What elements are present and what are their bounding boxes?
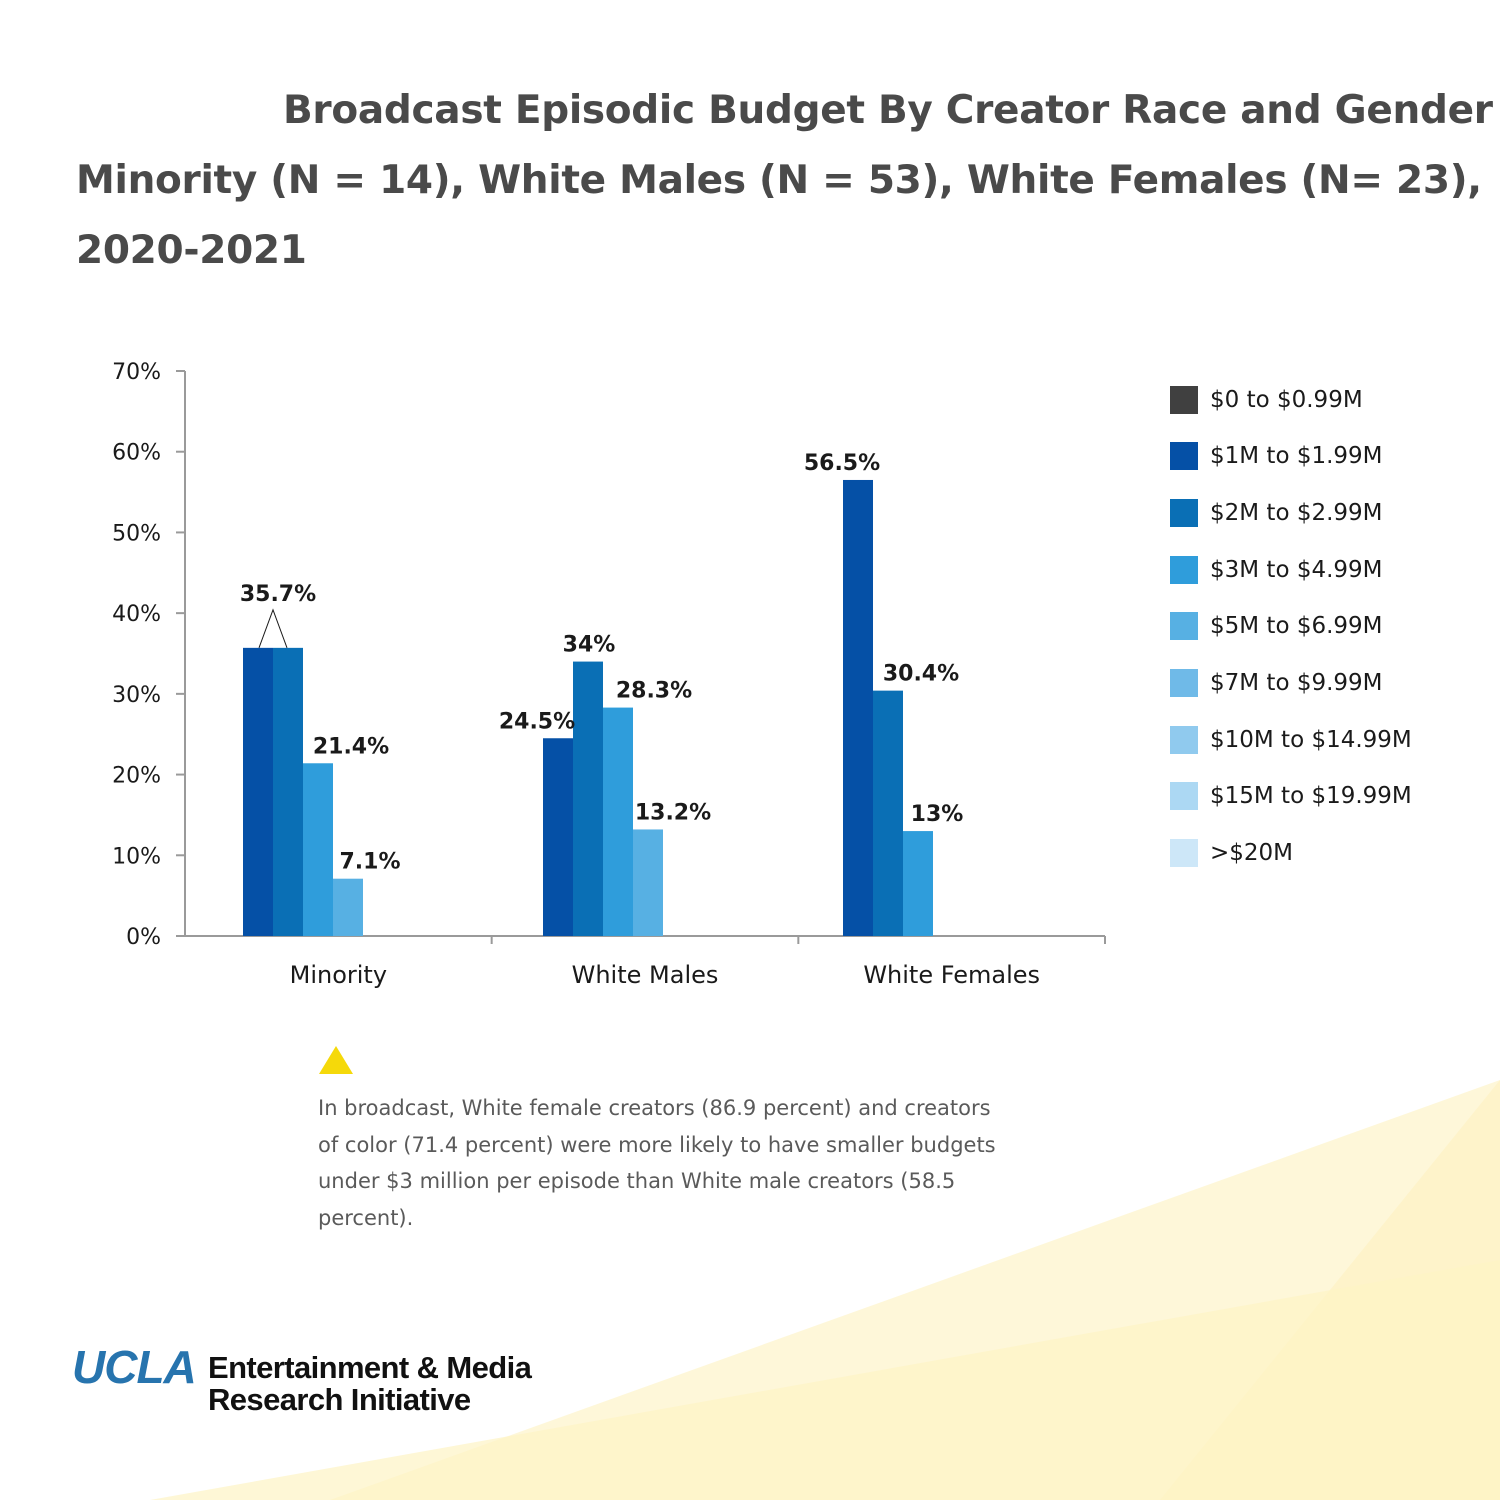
bar xyxy=(873,690,903,936)
bar xyxy=(573,661,603,936)
legend-label: $10M to $14.99M xyxy=(1210,726,1412,753)
y-tick-label: 60% xyxy=(112,441,161,466)
legend-label: $2M to $2.99M xyxy=(1210,499,1383,526)
y-tick-label: 70% xyxy=(112,360,161,385)
legend-item: $0 to $0.99M xyxy=(1170,385,1412,414)
legend-item: $3M to $4.99M xyxy=(1170,555,1412,584)
legend-swatch xyxy=(1170,498,1198,527)
data-label-leader xyxy=(258,608,288,649)
legend-item: >$20M xyxy=(1170,839,1412,868)
bar xyxy=(543,738,573,936)
bar-chart: 0% 10% 20% 30% 40% 50% 60% 70% Minority White Mal… xyxy=(112,360,1106,989)
y-tick-label: 10% xyxy=(112,844,161,869)
chart-title-line-2: Minority (N = 14), White Males (N = 53),… xyxy=(76,158,1482,203)
legend-swatch xyxy=(1170,725,1198,754)
triangle-icon xyxy=(319,1046,353,1074)
data-label: 30.4% xyxy=(883,662,959,687)
legend-label: $1M to $1.99M xyxy=(1210,443,1383,470)
data-label: 34% xyxy=(563,633,616,658)
bar xyxy=(303,763,333,936)
bar xyxy=(843,479,873,936)
logo-mark: UCLA xyxy=(72,1341,197,1393)
bar xyxy=(603,707,633,936)
legend-label: $7M to $9.99M xyxy=(1210,669,1383,696)
chart-legend: $0 to $0.99M $1M to $1.99M $2M to $2.99M $3… xyxy=(1170,385,1412,895)
legend-item: $2M to $2.99M xyxy=(1170,498,1412,527)
data-label: 13% xyxy=(911,802,964,827)
legend-item: $1M to $1.99M xyxy=(1170,442,1412,471)
chart-title-line-1: Broadcast Episodic Budget By Creator Rac… xyxy=(283,88,1493,133)
chart-note: In broadcast, White female creators (86.… xyxy=(318,1096,996,1230)
logo-text-line-1: Entertainment & Media xyxy=(208,1350,532,1385)
bar xyxy=(243,647,273,936)
legend-swatch xyxy=(1170,442,1198,471)
data-label: 21.4% xyxy=(313,734,389,759)
legend-item: $7M to $9.99M xyxy=(1170,668,1412,697)
y-tick-label: 0% xyxy=(126,925,161,950)
legend-label: >$20M xyxy=(1210,840,1294,866)
bar xyxy=(273,647,303,936)
legend-swatch xyxy=(1170,839,1198,867)
legend-swatch xyxy=(1170,612,1198,641)
legend-label: $5M to $6.99M xyxy=(1210,613,1383,640)
x-tick-label: White Females xyxy=(863,961,1040,989)
chart-title-line-3: 2020-2021 xyxy=(76,228,307,273)
y-tick-label: 20% xyxy=(112,764,161,789)
bar xyxy=(633,829,663,936)
y-tick-label: 30% xyxy=(112,683,161,708)
bg-shape-bottom xyxy=(150,1260,1500,1500)
bar xyxy=(903,831,933,936)
x-tick-label: White Males xyxy=(572,961,719,989)
legend-swatch xyxy=(1170,555,1198,584)
legend-item: $10M to $14.99M xyxy=(1170,725,1412,754)
legend-swatch xyxy=(1170,668,1198,697)
legend-label: $15M to $19.99M xyxy=(1210,783,1412,810)
data-label: 35.7% xyxy=(240,582,316,607)
legend-label: $0 to $0.99M xyxy=(1210,386,1363,413)
logo-text-line-2: Research Initiative xyxy=(208,1382,471,1417)
x-tick-label: Minority xyxy=(290,961,387,989)
data-label: 28.3% xyxy=(616,679,692,704)
data-label: 7.1% xyxy=(339,850,400,875)
data-label: 24.5% xyxy=(499,709,575,734)
y-tick-label: 40% xyxy=(112,602,161,627)
legend-label: $3M to $4.99M xyxy=(1210,556,1383,583)
y-tick-label: 50% xyxy=(112,521,161,546)
legend-item: $15M to $19.99M xyxy=(1170,782,1412,811)
legend-item: $5M to $6.99M xyxy=(1170,612,1412,641)
data-label: 56.5% xyxy=(804,451,880,476)
legend-swatch xyxy=(1170,385,1198,414)
bar xyxy=(333,878,363,936)
data-label: 13.2% xyxy=(635,800,711,825)
legend-swatch xyxy=(1170,782,1198,811)
